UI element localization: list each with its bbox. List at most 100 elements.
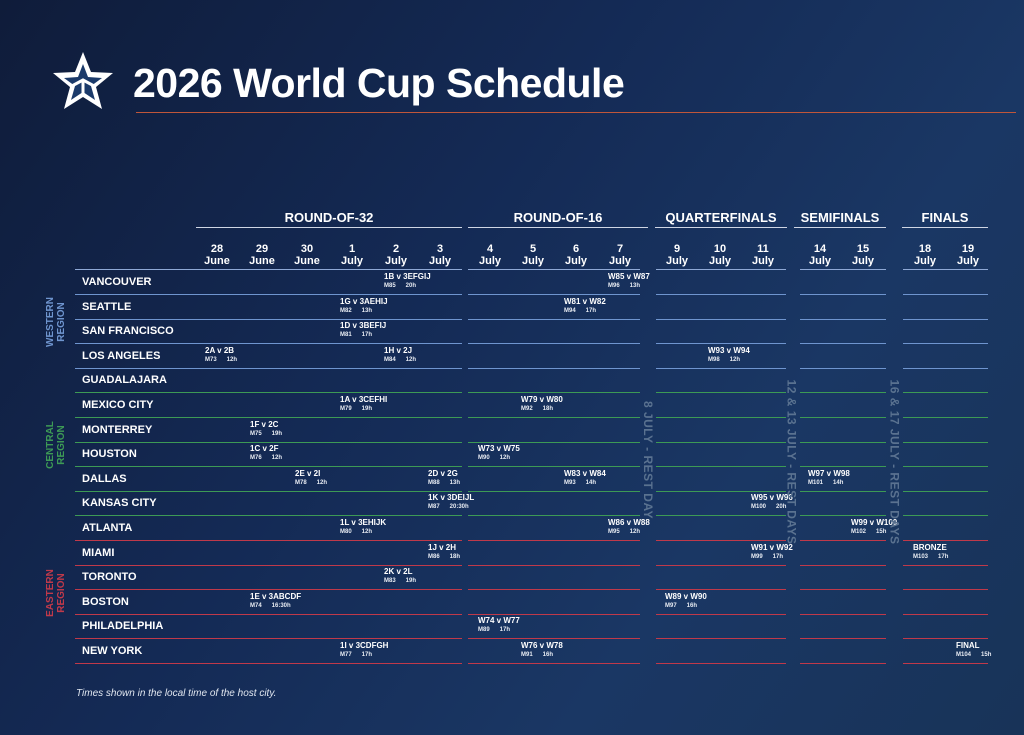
- match-time: 18h: [542, 406, 554, 412]
- date-header: 28 June: [199, 243, 235, 267]
- row-divider: [75, 466, 462, 468]
- match-meta: M83 19h: [384, 578, 416, 584]
- row-divider: [903, 343, 988, 345]
- match-time: 14h: [833, 479, 844, 486]
- match-id: M80: [340, 529, 352, 535]
- date-day: 19: [961, 243, 975, 255]
- match-label: 2E v 2I: [295, 468, 321, 478]
- match-label: W93 v W94: [708, 345, 750, 355]
- match-time: 12h: [271, 455, 283, 462]
- match-time: 12h: [499, 455, 511, 462]
- match-meta: M73 12h: [205, 357, 237, 363]
- date-day: 3: [436, 243, 444, 255]
- row-divider: [903, 613, 988, 615]
- match-label: 1I v 3CDFGH: [340, 641, 389, 650]
- row-divider: [468, 441, 640, 443]
- row-divider: [468, 515, 640, 517]
- match-id: M101: [808, 479, 824, 486]
- match-time: 13h: [449, 479, 461, 486]
- row-divider: [800, 589, 886, 591]
- date-day: 28: [210, 243, 224, 255]
- row-divider: [656, 515, 786, 517]
- match-meta: M104 15h: [956, 652, 991, 658]
- row-divider: [75, 638, 462, 640]
- footnote: Times shown in the local time of the hos…: [76, 688, 277, 699]
- rest-day-label: 16 & 17 JULY - REST DAYS: [887, 379, 901, 544]
- date-month: July: [956, 255, 979, 267]
- match-meta: M75 19h: [250, 431, 282, 437]
- match-meta: M94 17h: [564, 308, 596, 314]
- row-divider: [656, 663, 786, 664]
- date-header: 2 July: [378, 243, 414, 267]
- match-meta: M80 12h: [340, 529, 372, 535]
- date-underline: [75, 269, 462, 270]
- date-month: July: [340, 255, 363, 267]
- row-divider: [656, 367, 786, 369]
- city-label: MONTERREY: [82, 423, 153, 436]
- round-header: ROUND-OF-16: [513, 210, 603, 225]
- match-label: 1J v 2H: [428, 542, 457, 552]
- row-divider: [656, 343, 786, 345]
- round-underline: [902, 227, 988, 228]
- match-time: 17h: [361, 652, 373, 658]
- match-id: M73: [205, 356, 217, 363]
- match-label: 1G v 3AEHIJ: [340, 296, 388, 306]
- match-meta: M74 16:30h: [250, 603, 291, 609]
- match-meta: M98 12h: [708, 357, 740, 363]
- row-divider: [903, 318, 988, 320]
- match-meta: M101 14h: [808, 480, 843, 486]
- date-underline: [468, 269, 640, 270]
- match-meta: M77 17h: [340, 652, 372, 658]
- match-label: 1E v 3ABCDF: [250, 591, 302, 601]
- date-month: July: [808, 255, 831, 267]
- row-divider: [800, 490, 886, 492]
- date-day: 1: [348, 243, 356, 255]
- match-id: M85: [384, 283, 396, 289]
- match-id: M79: [340, 406, 352, 412]
- date-header: 7 July: [602, 243, 638, 267]
- date-month: June: [249, 255, 275, 267]
- match-id: M94: [564, 307, 576, 314]
- match-meta: M102 15h: [851, 529, 886, 535]
- match-id: M76: [250, 455, 262, 462]
- match-meta: M89 17h: [478, 627, 510, 633]
- row-divider: [800, 367, 886, 369]
- row-divider: [468, 392, 640, 394]
- match-label: 1C v 2F: [250, 444, 279, 454]
- match-meta: M90 12h: [478, 455, 510, 461]
- match-time: 12h: [405, 356, 417, 363]
- date-day: 6: [572, 243, 580, 255]
- row-divider: [468, 613, 640, 615]
- match-time: 12h: [316, 479, 328, 486]
- row-divider: [75, 417, 462, 418]
- date-header: 4 July: [472, 243, 508, 267]
- row-divider: [903, 515, 988, 517]
- date-day: 18: [918, 243, 932, 255]
- row-divider: [656, 589, 786, 591]
- match-label: W95 v W96: [751, 493, 793, 503]
- row-divider: [903, 294, 988, 295]
- match-time: 17h: [499, 627, 511, 634]
- match-id: M102: [851, 529, 867, 535]
- row-divider: [903, 663, 988, 664]
- row-divider: [656, 490, 786, 492]
- match-id: M95: [608, 529, 620, 535]
- date-month: July: [751, 255, 774, 267]
- match-meta: M96 13h: [608, 283, 640, 289]
- match-label: 1F v 2C: [250, 419, 279, 429]
- city-label: GUADALAJARA: [82, 374, 167, 387]
- match-id: M86: [428, 553, 440, 560]
- match-id: M84: [384, 356, 396, 363]
- round-underline: [794, 227, 886, 228]
- row-divider: [800, 515, 886, 517]
- date-month: July: [564, 255, 587, 267]
- match-label: W89 v W90: [665, 591, 707, 601]
- match-time: 16h: [686, 602, 698, 609]
- date-month: July: [384, 255, 407, 267]
- match-meta: M97 16h: [665, 603, 697, 609]
- city-label: ATLANTA: [82, 522, 133, 534]
- date-month: June: [294, 255, 320, 267]
- match-time: 12h: [729, 356, 741, 363]
- row-divider: [656, 392, 786, 394]
